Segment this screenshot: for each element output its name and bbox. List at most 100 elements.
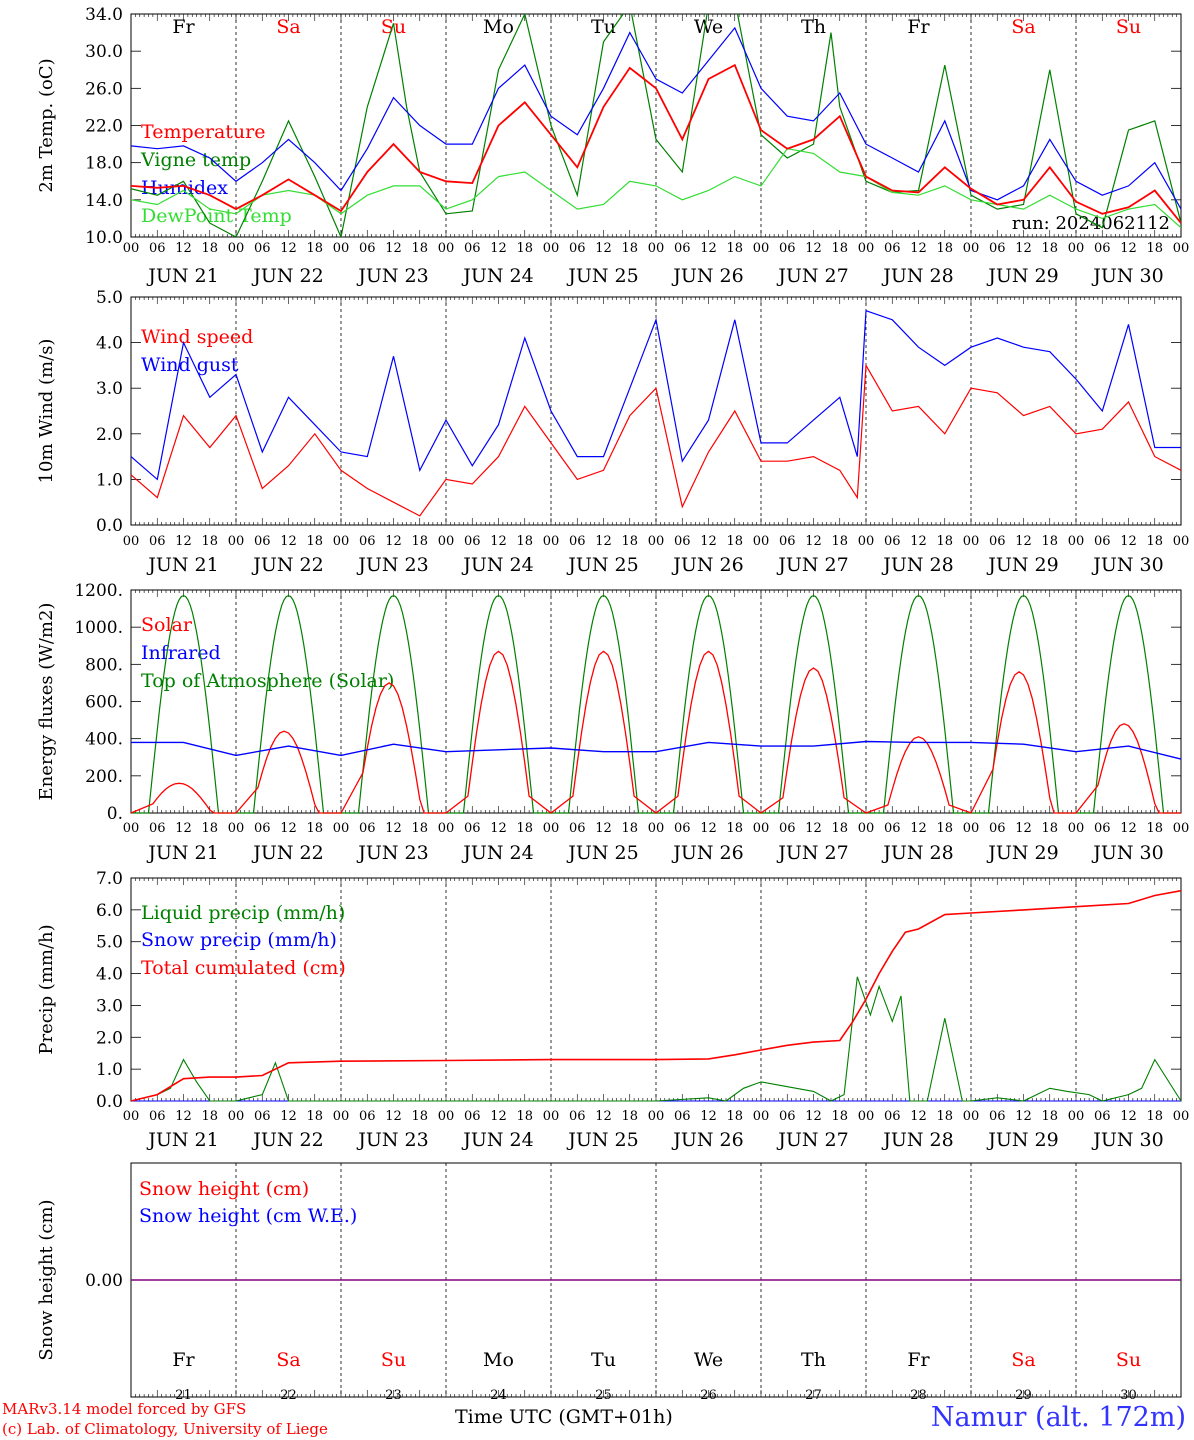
date-label: JUN 24 (461, 842, 533, 864)
date-label: JUN 26 (671, 1129, 743, 1151)
hour-tick-label: 06 (359, 821, 376, 836)
hour-tick-label: 12 (385, 821, 402, 836)
hour-tick-label: 12 (490, 534, 507, 549)
hour-tick-label: 12 (595, 821, 612, 836)
hour-tick-label: 00 (228, 534, 245, 549)
hour-tick-label: 18 (306, 1109, 323, 1124)
weekday-label: We (694, 16, 723, 38)
y-tick-label: 600. (85, 693, 123, 713)
y-tick-label: 5.0 (96, 933, 123, 953)
hour-tick-label: 06 (149, 821, 166, 836)
hour-tick-label: 18 (621, 534, 638, 549)
hour-tick-label: 06 (1094, 821, 1111, 836)
hour-tick-label: 00 (1173, 821, 1190, 836)
hour-tick-label: 12 (280, 821, 297, 836)
legend-snow-height-cm-w-e-: Snow height (cm W.E.) (139, 1205, 357, 1227)
y-tick-label: 0.0 (96, 1092, 123, 1112)
hour-tick-label: 12 (280, 534, 297, 549)
y-tick-label: 34.0 (85, 5, 123, 25)
legend-solar: Solar (141, 614, 193, 636)
weekday-label: Sa (276, 1349, 300, 1371)
hour-tick-label: 06 (1094, 241, 1111, 256)
hour-tick-label: 00 (858, 241, 875, 256)
hour-tick-label: 12 (1015, 1109, 1032, 1124)
y-tick-label: 1000. (74, 618, 123, 638)
date-label: JUN 22 (251, 554, 323, 576)
y-tick-label: 1.0 (96, 470, 123, 490)
date-label: JUN 28 (881, 554, 953, 576)
date-label: JUN 27 (776, 1129, 848, 1151)
hour-tick-label: 06 (989, 821, 1006, 836)
date-label: JUN 25 (566, 265, 638, 287)
hour-tick-label: 06 (884, 534, 901, 549)
y-tick-label: 0.0 (96, 516, 123, 536)
x-axis-title: Time UTC (GMT+01h) (455, 1406, 673, 1428)
model-credit-line-2: (c) Lab. of Climatology, University of L… (2, 1420, 328, 1438)
hour-tick-label: 18 (1146, 241, 1163, 256)
date-label: JUN 25 (566, 1129, 638, 1151)
weekday-label: Su (1116, 16, 1141, 38)
hour-tick-label: 00 (1173, 534, 1190, 549)
y-tick-label: 26.0 (85, 79, 123, 99)
hour-tick-label: 00 (858, 534, 875, 549)
hour-tick-label: 00 (228, 241, 245, 256)
hour-tick-label: 12 (805, 821, 822, 836)
hour-tick-label: 18 (621, 1109, 638, 1124)
y-tick-label: 400. (85, 730, 123, 750)
hour-tick-label: 00 (123, 1109, 140, 1124)
hour-tick-label: 18 (1146, 1109, 1163, 1124)
y-tick-label: 0.00 (85, 1271, 123, 1291)
hour-tick-label: 06 (569, 1109, 586, 1124)
date-label: JUN 29 (986, 554, 1058, 576)
day-number-label: 22 (280, 1388, 297, 1403)
hour-tick-label: 00 (963, 821, 980, 836)
y-tick-label: 4.0 (96, 334, 123, 354)
series-infrared (131, 740, 1182, 760)
day-number-label: 29 (1015, 1388, 1032, 1403)
date-label: JUN 21 (146, 842, 218, 864)
series-vigne-temp (131, 14, 1181, 237)
hour-tick-label: 18 (306, 821, 323, 836)
day-number-label: 23 (385, 1388, 402, 1403)
day-number-label: 24 (490, 1388, 507, 1403)
legend-total-cumulated-cm-: Total cumulated (cm) (141, 957, 346, 979)
day-number-label: 30 (1120, 1388, 1137, 1403)
hour-tick-label: 00 (648, 534, 665, 549)
hour-tick-label: 18 (621, 821, 638, 836)
hour-tick-label: 06 (779, 821, 796, 836)
hour-tick-label: 12 (700, 241, 717, 256)
hour-tick-label: 12 (1120, 1109, 1137, 1124)
hour-tick-label: 06 (674, 241, 691, 256)
hour-tick-label: 00 (963, 241, 980, 256)
date-label: JUN 30 (1091, 1129, 1163, 1151)
hour-tick-label: 18 (201, 241, 218, 256)
date-label: JUN 21 (146, 265, 218, 287)
hour-tick-label: 18 (1041, 821, 1058, 836)
weekday-label: Su (381, 1349, 406, 1371)
date-label: JUN 29 (986, 1129, 1058, 1151)
hour-tick-label: 18 (1146, 821, 1163, 836)
hour-tick-label: 18 (726, 1109, 743, 1124)
date-label: JUN 23 (356, 554, 428, 576)
hour-tick-label: 00 (333, 241, 350, 256)
model-credit-line-1: MARv3.14 model forced by GFS (2, 1400, 247, 1418)
weekday-label: Fr (907, 16, 930, 38)
hour-tick-label: 12 (700, 534, 717, 549)
hour-tick-label: 06 (464, 534, 481, 549)
hour-tick-label: 18 (726, 821, 743, 836)
weekday-label: Mo (483, 1349, 514, 1371)
hour-tick-label: 18 (201, 534, 218, 549)
hour-tick-label: 18 (726, 534, 743, 549)
date-label: JUN 27 (776, 265, 848, 287)
hour-tick-label: 00 (1068, 1109, 1085, 1124)
date-label: JUN 24 (461, 265, 533, 287)
hour-tick-label: 18 (411, 241, 428, 256)
hour-tick-label: 00 (1173, 1109, 1190, 1124)
hour-tick-label: 12 (1015, 241, 1032, 256)
hour-tick-label: 18 (831, 241, 848, 256)
date-label: JUN 25 (566, 554, 638, 576)
y-tick-label: 2.0 (96, 425, 123, 445)
hour-tick-label: 06 (989, 534, 1006, 549)
y-tick-label: 14.0 (85, 191, 123, 211)
